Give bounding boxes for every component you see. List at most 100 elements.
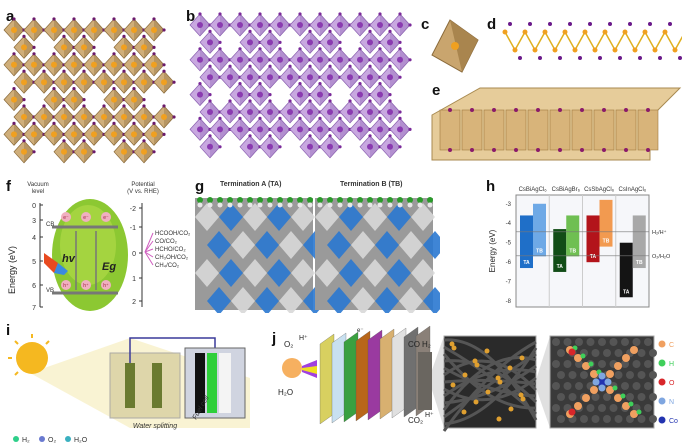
g-title-tb: Termination B (TB) [340, 181, 403, 188]
octahedron [113, 104, 136, 129]
octahedron [249, 82, 272, 107]
octahedron [289, 12, 312, 37]
h-bar-tb [533, 203, 546, 257]
h-ytick: -3 [506, 202, 512, 208]
legend-label: N [669, 399, 674, 406]
svg-text:hv: hv [62, 253, 76, 265]
octahedron [219, 64, 242, 89]
octahedron [259, 64, 282, 89]
panel-h-chart: CsBiAgCl₆ CsBiAgBr₆ CsSbAgCl₆ CsInAgCl₆ -3 -4… [488, 187, 671, 308]
octahedron [103, 121, 126, 146]
panel-label-d: d [487, 16, 497, 33]
octahedron [219, 99, 242, 124]
octahedron [209, 12, 232, 37]
sun-icon [16, 342, 48, 374]
svg-text:-1: -1 [130, 225, 136, 232]
octahedron [13, 104, 36, 129]
h-category-label: CsBiAgBr₆ [552, 187, 581, 193]
octahedron [369, 47, 392, 72]
svg-text:Potential: Potential [131, 182, 154, 188]
h-reference-label: H₂/H⁺ [652, 229, 667, 236]
octahedron [199, 134, 222, 159]
sun-icon [282, 358, 302, 378]
svg-text:6: 6 [32, 283, 36, 290]
octahedron [369, 12, 392, 37]
svg-text:Vacuum: Vacuum [27, 182, 49, 188]
lattice-a [3, 17, 176, 164]
legend-label: H [669, 361, 674, 368]
octahedron [349, 47, 372, 72]
svg-text:h⁺: h⁺ [83, 283, 89, 289]
octahedron [189, 116, 212, 141]
panel-label-i: i [6, 322, 11, 339]
h-bar-label: TB [569, 248, 576, 254]
h-bar-ta [619, 242, 633, 298]
octahedron [3, 121, 26, 146]
h-ytick: -7 [506, 280, 512, 286]
h-category-label: CsBiAgCl₆ [519, 187, 548, 193]
octahedron [43, 17, 66, 42]
octahedron [103, 52, 126, 77]
octahedron [143, 121, 166, 146]
h-category-label: CsInAgCl₆ [618, 187, 646, 193]
octahedron [189, 12, 212, 37]
h-category-label: CsSbAgCl₆ [584, 187, 615, 193]
svg-text:CO₂: CO₂ [408, 416, 423, 425]
h-bar-label: TB [536, 248, 543, 254]
octahedron [113, 139, 136, 164]
octahedron [289, 47, 312, 72]
octahedron [279, 99, 302, 124]
octahedron [239, 64, 262, 89]
h-bar-ta [586, 215, 600, 263]
octahedron [133, 104, 156, 129]
octahedron-c [431, 19, 479, 73]
svg-text:CO: CO [408, 340, 420, 349]
slab-e [431, 87, 682, 161]
svg-text:0: 0 [32, 203, 36, 210]
octahedron [379, 29, 402, 54]
octahedron [269, 47, 292, 72]
octahedron [199, 99, 222, 124]
octahedron [73, 139, 96, 164]
h-ylabel: Energy (eV) [488, 229, 497, 272]
octahedron [143, 17, 166, 42]
octahedron [259, 134, 282, 159]
reaction-label: HCHO/CO₂ [155, 247, 186, 253]
octahedron [319, 99, 342, 124]
octahedron [279, 64, 302, 89]
octahedron [133, 139, 156, 164]
octahedron [3, 17, 26, 42]
octahedron [339, 64, 362, 89]
svg-text:(V vs. RHE): (V vs. RHE) [127, 189, 159, 195]
h-reference-label: O₂/H₂O [652, 254, 671, 260]
h-ytick: -4 [506, 221, 512, 227]
panel-label-e: e [432, 82, 441, 99]
panel-label-b: b [186, 8, 196, 25]
svg-text:O₂: O₂ [284, 340, 293, 349]
svg-text:0: 0 [132, 251, 136, 258]
panel-label-f: f [6, 178, 11, 195]
octahedron [153, 104, 176, 129]
panel-label-g: g [195, 178, 205, 195]
octahedron [369, 116, 392, 141]
octahedron [309, 12, 332, 37]
svg-text:level: level [32, 189, 44, 195]
svg-text:H₂O: H₂O [74, 437, 88, 444]
octahedron [229, 12, 252, 37]
octahedron [63, 17, 86, 42]
octahedron [13, 34, 36, 59]
h-ytick: -6 [506, 260, 512, 266]
svg-text:2: 2 [132, 299, 136, 306]
octahedron [309, 82, 332, 107]
octahedron [133, 69, 156, 94]
g-title-ta: Termination A (TA) [220, 181, 282, 188]
svg-text:H₂: H₂ [22, 437, 30, 444]
svg-text:e⁻: e⁻ [63, 215, 69, 221]
panel-i-device: Water splitting Fuel cell H₂ O₂ H₂O [8, 334, 250, 444]
octahedron [349, 12, 372, 37]
octahedron [133, 34, 156, 59]
svg-text:H₂: H₂ [422, 340, 431, 349]
h-bar-tb [566, 215, 580, 257]
octahedron [229, 116, 252, 141]
svg-text:1: 1 [132, 276, 136, 283]
